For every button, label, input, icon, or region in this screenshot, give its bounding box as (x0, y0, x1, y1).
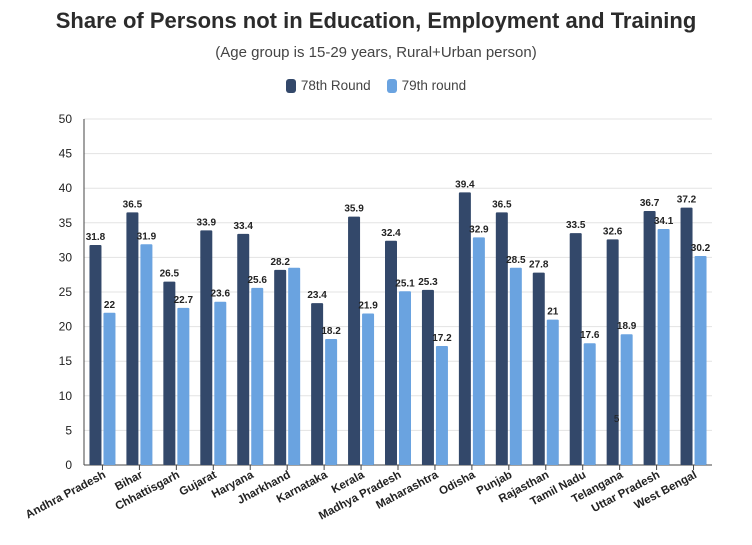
legend: 78th Round 79th round (0, 78, 752, 93)
bar-78th[interactable] (89, 244, 102, 465)
bar-78th[interactable] (606, 239, 619, 465)
bar-78th[interactable] (532, 272, 545, 465)
bar-79th[interactable] (472, 237, 485, 465)
bar-79th[interactable] (620, 334, 633, 465)
legend-label-79th: 79th round (401, 78, 467, 93)
data-label: 22.7 (174, 295, 194, 306)
bar-78th[interactable] (680, 207, 693, 466)
bar-78th[interactable] (421, 289, 434, 465)
y-tick-label: 45 (59, 147, 73, 161)
bar-79th[interactable] (251, 287, 264, 465)
y-tick-label: 5 (65, 423, 72, 437)
bar-78th[interactable] (348, 216, 361, 465)
data-label: 33.9 (197, 217, 217, 228)
y-tick-label: 50 (59, 112, 73, 126)
data-label: 28.2 (270, 257, 290, 268)
data-label: 34.1 (654, 216, 674, 227)
data-label: 27.8 (529, 260, 549, 271)
data-label: 23.6 (211, 289, 231, 300)
y-tick-label: 15 (59, 354, 73, 368)
legend-item-78th-round[interactable]: 78th Round (285, 78, 371, 93)
chart-title: Share of Persons not in Education, Emplo… (55, 8, 697, 33)
bar-78th[interactable] (163, 281, 176, 465)
bar-79th[interactable] (435, 345, 448, 465)
bar-78th[interactable] (126, 212, 139, 465)
y-tick-label: 30 (59, 250, 73, 264)
bar-79th[interactable] (214, 301, 227, 465)
data-label: 21 (547, 307, 559, 318)
bar-78th[interactable] (643, 211, 656, 465)
bar-79th[interactable] (325, 339, 338, 465)
bar-79th[interactable] (546, 319, 559, 465)
legend-item-79th-round[interactable]: 79th round (386, 78, 467, 93)
data-label: 36.5 (123, 199, 143, 210)
chart-subtitle: (Age group is 15-29 years, Rural+Urban p… (215, 44, 537, 61)
data-label: 18.9 (617, 321, 637, 332)
bar-78th[interactable] (311, 303, 324, 465)
data-label: 32.9 (469, 224, 489, 235)
data-label: 22 (104, 300, 116, 311)
bar-79th[interactable] (288, 267, 301, 465)
y-tick-label: 10 (59, 389, 73, 403)
data-label: 32.6 (603, 226, 623, 237)
bar-78th[interactable] (458, 192, 471, 466)
data-label: 31.8 (86, 232, 106, 243)
data-label: 33.4 (234, 221, 254, 232)
data-label: 32.4 (381, 228, 401, 239)
bar-79th[interactable] (583, 343, 596, 465)
bar-79th[interactable] (694, 256, 707, 465)
data-label: 26.5 (160, 269, 180, 280)
legend-swatch-79th (386, 78, 397, 93)
y-tick-label: 20 (59, 320, 73, 334)
stray-label: 5 (614, 414, 620, 425)
bar-78th[interactable] (237, 233, 250, 465)
bar-79th[interactable] (177, 307, 190, 465)
bar-78th[interactable] (385, 240, 397, 465)
data-label: 25.3 (418, 277, 438, 288)
data-label: 25.6 (248, 275, 268, 286)
x-tick-label: Chhattisgarh (114, 469, 182, 513)
data-label: 21.9 (358, 300, 378, 311)
y-tick-label: 0 (65, 458, 72, 472)
data-label: 28.5 (506, 255, 526, 266)
data-label: 37.2 (677, 195, 697, 206)
data-label: 39.4 (455, 179, 475, 190)
data-label: 35.9 (344, 204, 364, 215)
x-tick-label: Andhra Pradesh (24, 469, 108, 521)
bar-79th[interactable] (103, 312, 116, 465)
data-label: 18.2 (321, 326, 341, 337)
bar-79th[interactable] (399, 291, 411, 465)
bar-79th[interactable] (140, 244, 153, 465)
data-label: 31.9 (137, 231, 157, 242)
y-tick-label: 25 (59, 285, 73, 299)
data-label: 36.5 (492, 199, 512, 210)
bar-78th[interactable] (569, 233, 582, 465)
data-label: 23.4 (307, 290, 327, 301)
bar-79th[interactable] (657, 229, 670, 465)
data-label: 30.2 (691, 243, 711, 254)
x-tick-label: Odisha (437, 469, 478, 498)
bar-79th[interactable] (362, 313, 375, 465)
data-label: 25.1 (395, 278, 415, 289)
bar-78th[interactable] (495, 212, 508, 465)
y-tick-label: 35 (59, 216, 73, 230)
bar-79th[interactable] (509, 267, 522, 465)
legend-swatch-78th (285, 78, 296, 93)
y-tick-label: 40 (59, 181, 73, 195)
data-label: 36.7 (640, 198, 660, 209)
bar-78th[interactable] (200, 230, 213, 465)
bar-78th[interactable] (274, 269, 287, 465)
data-label: 33.5 (566, 220, 586, 231)
legend-label-78th: 78th Round (300, 78, 371, 93)
data-label: 17.6 (580, 330, 600, 341)
data-label: 17.2 (432, 333, 452, 344)
